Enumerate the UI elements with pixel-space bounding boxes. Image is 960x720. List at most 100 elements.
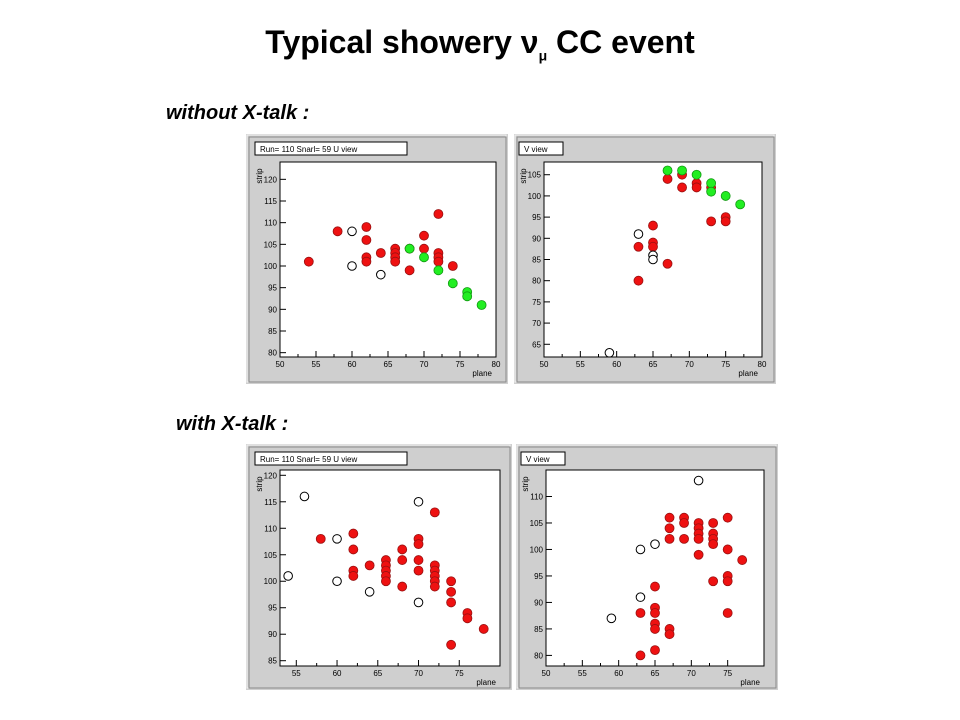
y-tick-label: 70 [532,319,541,328]
data-point-red [633,275,644,286]
y-tick-label: 110 [264,219,277,228]
y-tick-label: 105 [264,240,278,249]
x-axis-label: plane [740,678,760,687]
x-axis-label: plane [476,678,496,687]
y-tick-label: 80 [268,349,277,358]
data-point-red [708,539,719,550]
y-tick-label: 85 [268,327,277,336]
y-tick-label: 95 [532,213,541,222]
data-point-red [720,216,731,227]
y-tick-label: 100 [530,545,544,554]
x-tick-label: 60 [348,360,357,369]
data-point-red [737,555,748,565]
data-point-red [693,533,704,544]
data-point-red [361,235,372,245]
data-point-open [413,597,424,608]
data-point-red [429,507,440,518]
data-point-red [348,528,359,539]
frame-shadow [518,446,777,689]
data-point-red [429,581,440,592]
legend-title: Run= 110 Snarl= 59 U view [260,145,357,154]
data-point-red [708,576,719,587]
data-point-red [348,544,359,555]
data-point-red [413,555,424,565]
x-tick-label: 60 [614,669,623,678]
data-point-red [446,639,457,650]
data-point-red [364,560,375,571]
data-point-open [347,226,357,237]
data-point-red [397,581,408,592]
y-tick-label: 95 [534,572,543,581]
legend-title: Run= 110 Snarl= 59 U view [260,455,357,464]
data-point-red [446,576,457,587]
x-tick-label: 65 [649,360,658,369]
data-point-red [650,624,660,634]
x-tick-label: 80 [492,360,501,369]
data-point-red [446,586,457,597]
data-point-red [447,261,458,271]
y-tick-label: 100 [264,262,278,271]
data-point-open [693,475,704,486]
frame-shadow [516,136,775,383]
data-point-red [419,243,429,254]
scatter-plot-top-right: 50 55 60 65 70 75 80 65 70 75 80 85 90 95 100 105 plane s… [514,134,775,383]
y-tick-label: 90 [532,234,541,243]
data-point-red [446,597,457,608]
data-point-red [413,565,424,576]
panel-bottom-left: 55 60 65 70 75 85 90 95 100 105 110 115 120 plane stri… [246,444,512,690]
data-point-open [364,587,375,597]
x-tick-label: 65 [651,669,660,678]
data-point-red [375,248,386,258]
x-tick-label: 65 [373,669,382,678]
data-point-red [361,222,372,232]
data-point-open [633,229,644,239]
x-tick-label: 55 [578,669,587,678]
scatter-plot-top-left: 50 55 60 65 70 75 80 80 85 90 95 100 105 110 115 120 pla… [246,134,507,383]
y-axis-label: strip [521,476,530,492]
data-point-red [315,533,326,544]
data-point-red [706,216,717,227]
legend-box [254,141,408,156]
title-subscript: μ [538,47,548,64]
x-tick-label: 55 [576,360,585,369]
legend-box [520,451,566,466]
data-point-red [332,226,343,237]
x-tick-label: 55 [292,669,301,678]
panel-top-right: 50 55 60 65 70 75 80 65 70 75 80 85 90 95 100 105 plane s… [514,134,776,384]
y-tick-label: 85 [534,625,543,634]
data-point-green [735,199,746,210]
y-tick-label: 95 [268,284,277,293]
data-point-green [691,169,702,180]
data-point-red [303,256,314,267]
data-point-red [635,650,646,661]
data-point-red [462,613,473,624]
data-point-open [648,254,658,265]
y-tick-label: 105 [530,519,544,528]
data-point-red [650,608,660,618]
data-point-green [706,178,717,189]
data-point-red [397,555,408,565]
data-point-red [381,576,391,587]
x-tick-label: 75 [456,360,465,369]
x-tick-label: 60 [612,360,621,369]
x-tick-label: 50 [276,360,285,369]
data-point-red [679,518,689,528]
data-point-red [648,220,658,231]
data-point-red [633,241,644,252]
data-point-red [397,544,408,555]
x-tick-label: 60 [333,669,342,678]
legend-title: V view [524,145,548,154]
section-label-without-xtalk: without X-talk : [166,102,310,124]
y-tick-label: 110 [264,524,277,533]
x-tick-label: 75 [723,669,732,678]
data-point-red [648,241,658,252]
data-point-red [691,182,702,193]
y-tick-label: 105 [264,551,278,560]
data-point-open [332,534,342,544]
panel-top-left: 50 55 60 65 70 75 80 80 85 90 95 100 105 110 115 120 pla… [246,134,508,384]
y-tick-label: 115 [264,197,277,206]
y-axis-label: strip [519,168,528,184]
data-point-red [677,182,687,193]
x-tick-label: 65 [384,360,393,369]
y-tick-label: 75 [532,298,541,307]
